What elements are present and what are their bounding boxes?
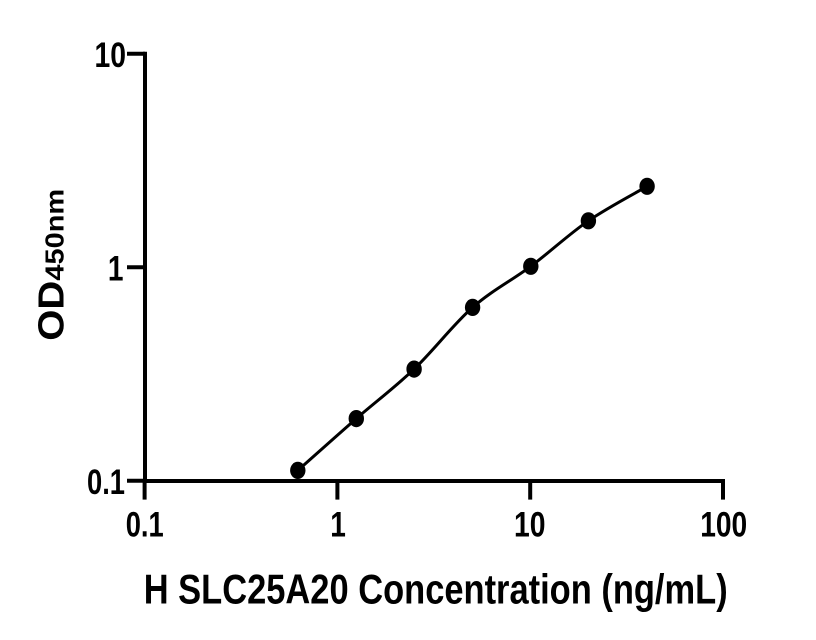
svg-text:1: 1 [108,249,124,288]
svg-text:H SLC25A20 Concentration (ng/m: H SLC25A20 Concentration (ng/mL) [144,565,728,612]
svg-text:1: 1 [330,505,346,544]
svg-text:0.1: 0.1 [126,505,164,544]
svg-text:10: 10 [95,36,127,75]
svg-text:10: 10 [514,505,546,544]
svg-text:0.1: 0.1 [87,463,125,502]
svg-text:100: 100 [700,505,747,544]
svg-text:OD450nm: OD450nm [31,189,72,341]
